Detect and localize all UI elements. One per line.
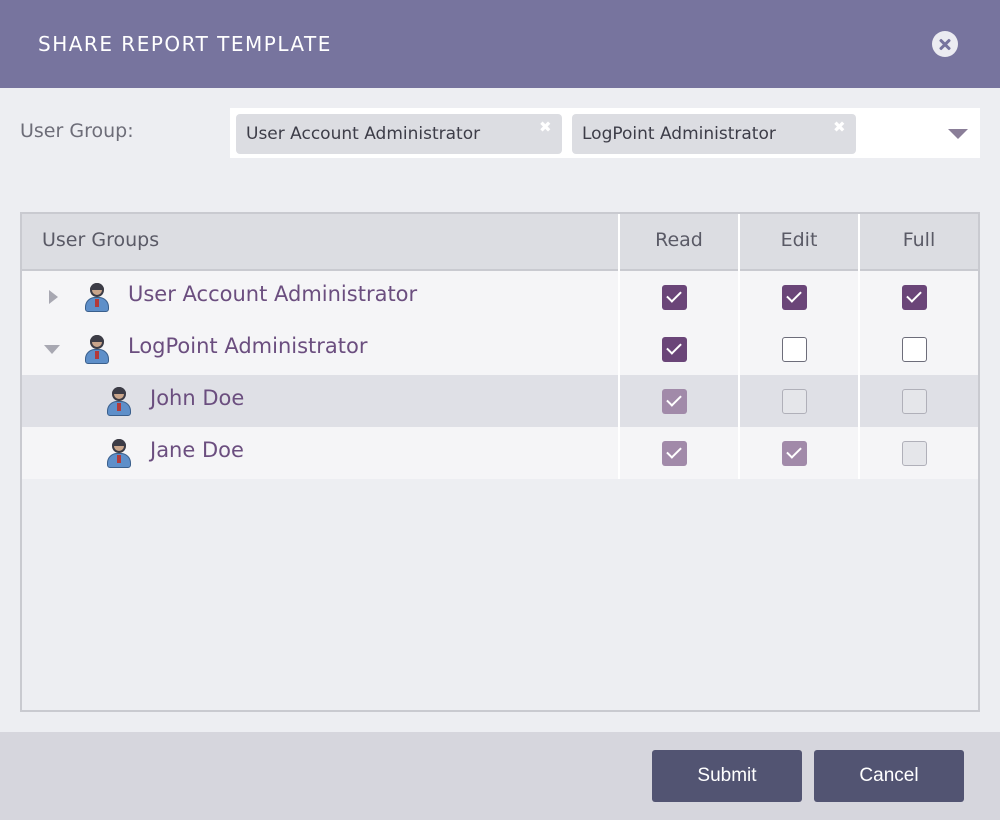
edit-checkbox [782,441,807,466]
column-divider [858,271,860,323]
column-header-edit[interactable]: Edit [738,214,858,271]
user-group-select[interactable]: User Account Administrator ✖ LogPoint Ad… [230,108,980,158]
chevron-down-icon[interactable] [948,129,968,139]
column-divider [738,375,740,427]
full-checkbox[interactable] [902,285,927,310]
edit-checkbox [782,389,807,414]
column-header-label: Full [902,229,936,251]
table-row[interactable]: LogPoint Administrator [22,323,978,375]
full-checkbox [902,441,927,466]
collapsed-caret-icon[interactable] [49,290,58,304]
column-divider [858,427,860,479]
grid-header: User Groups Read Edit Full [22,214,978,271]
read-checkbox [662,441,687,466]
column-header-label: Edit [780,229,818,251]
expanded-caret-icon[interactable] [44,345,60,354]
column-divider [618,427,620,479]
row-name[interactable]: Jane Doe [150,438,244,462]
permissions-grid: User Groups Read Edit Full User Account … [20,212,980,712]
row-name[interactable]: John Doe [150,386,245,410]
column-divider [858,323,860,375]
dialog-footer: Submit Cancel [0,732,1000,820]
column-divider [618,271,620,323]
user-icon [82,334,112,366]
read-checkbox [662,389,687,414]
table-row[interactable]: John Doe [22,375,978,427]
selected-tag-logpoint-administrator: LogPoint Administrator ✖ [572,114,856,154]
tag-label: LogPoint Administrator [582,124,776,144]
tag-label: User Account Administrator [246,124,481,144]
user-icon [104,438,134,470]
full-checkbox[interactable] [902,337,927,362]
column-divider [738,271,740,323]
column-divider [618,323,620,375]
edit-checkbox[interactable] [782,337,807,362]
column-divider [858,375,860,427]
row-name[interactable]: User Account Administrator [128,282,418,306]
submit-button[interactable]: Submit [652,750,802,802]
selected-tag-user-account-administrator: User Account Administrator ✖ [236,114,562,154]
column-divider [738,323,740,375]
remove-tag-icon[interactable]: ✖ [833,118,846,136]
read-checkbox[interactable] [662,285,687,310]
dialog-header: SHARE REPORT TEMPLATE [0,0,1000,88]
column-divider [618,375,620,427]
row-name[interactable]: LogPoint Administrator [128,334,368,358]
column-header-label: Read [655,229,703,251]
close-icon[interactable] [932,31,958,57]
full-checkbox [902,389,927,414]
table-row[interactable]: User Account Administrator [22,271,978,323]
table-row[interactable]: Jane Doe [22,427,978,479]
user-icon [82,282,112,314]
user-group-label: User Group: [20,120,134,142]
edit-checkbox[interactable] [782,285,807,310]
remove-tag-icon[interactable]: ✖ [539,118,552,136]
column-header-read[interactable]: Read [618,214,738,271]
column-header-full[interactable]: Full [858,214,978,271]
cancel-button[interactable]: Cancel [814,750,964,802]
dialog-title: SHARE REPORT TEMPLATE [38,32,332,56]
column-divider [738,427,740,479]
column-header-label: User Groups [42,229,160,251]
read-checkbox[interactable] [662,337,687,362]
column-header-user-groups[interactable]: User Groups [22,214,618,271]
user-icon [104,386,134,418]
